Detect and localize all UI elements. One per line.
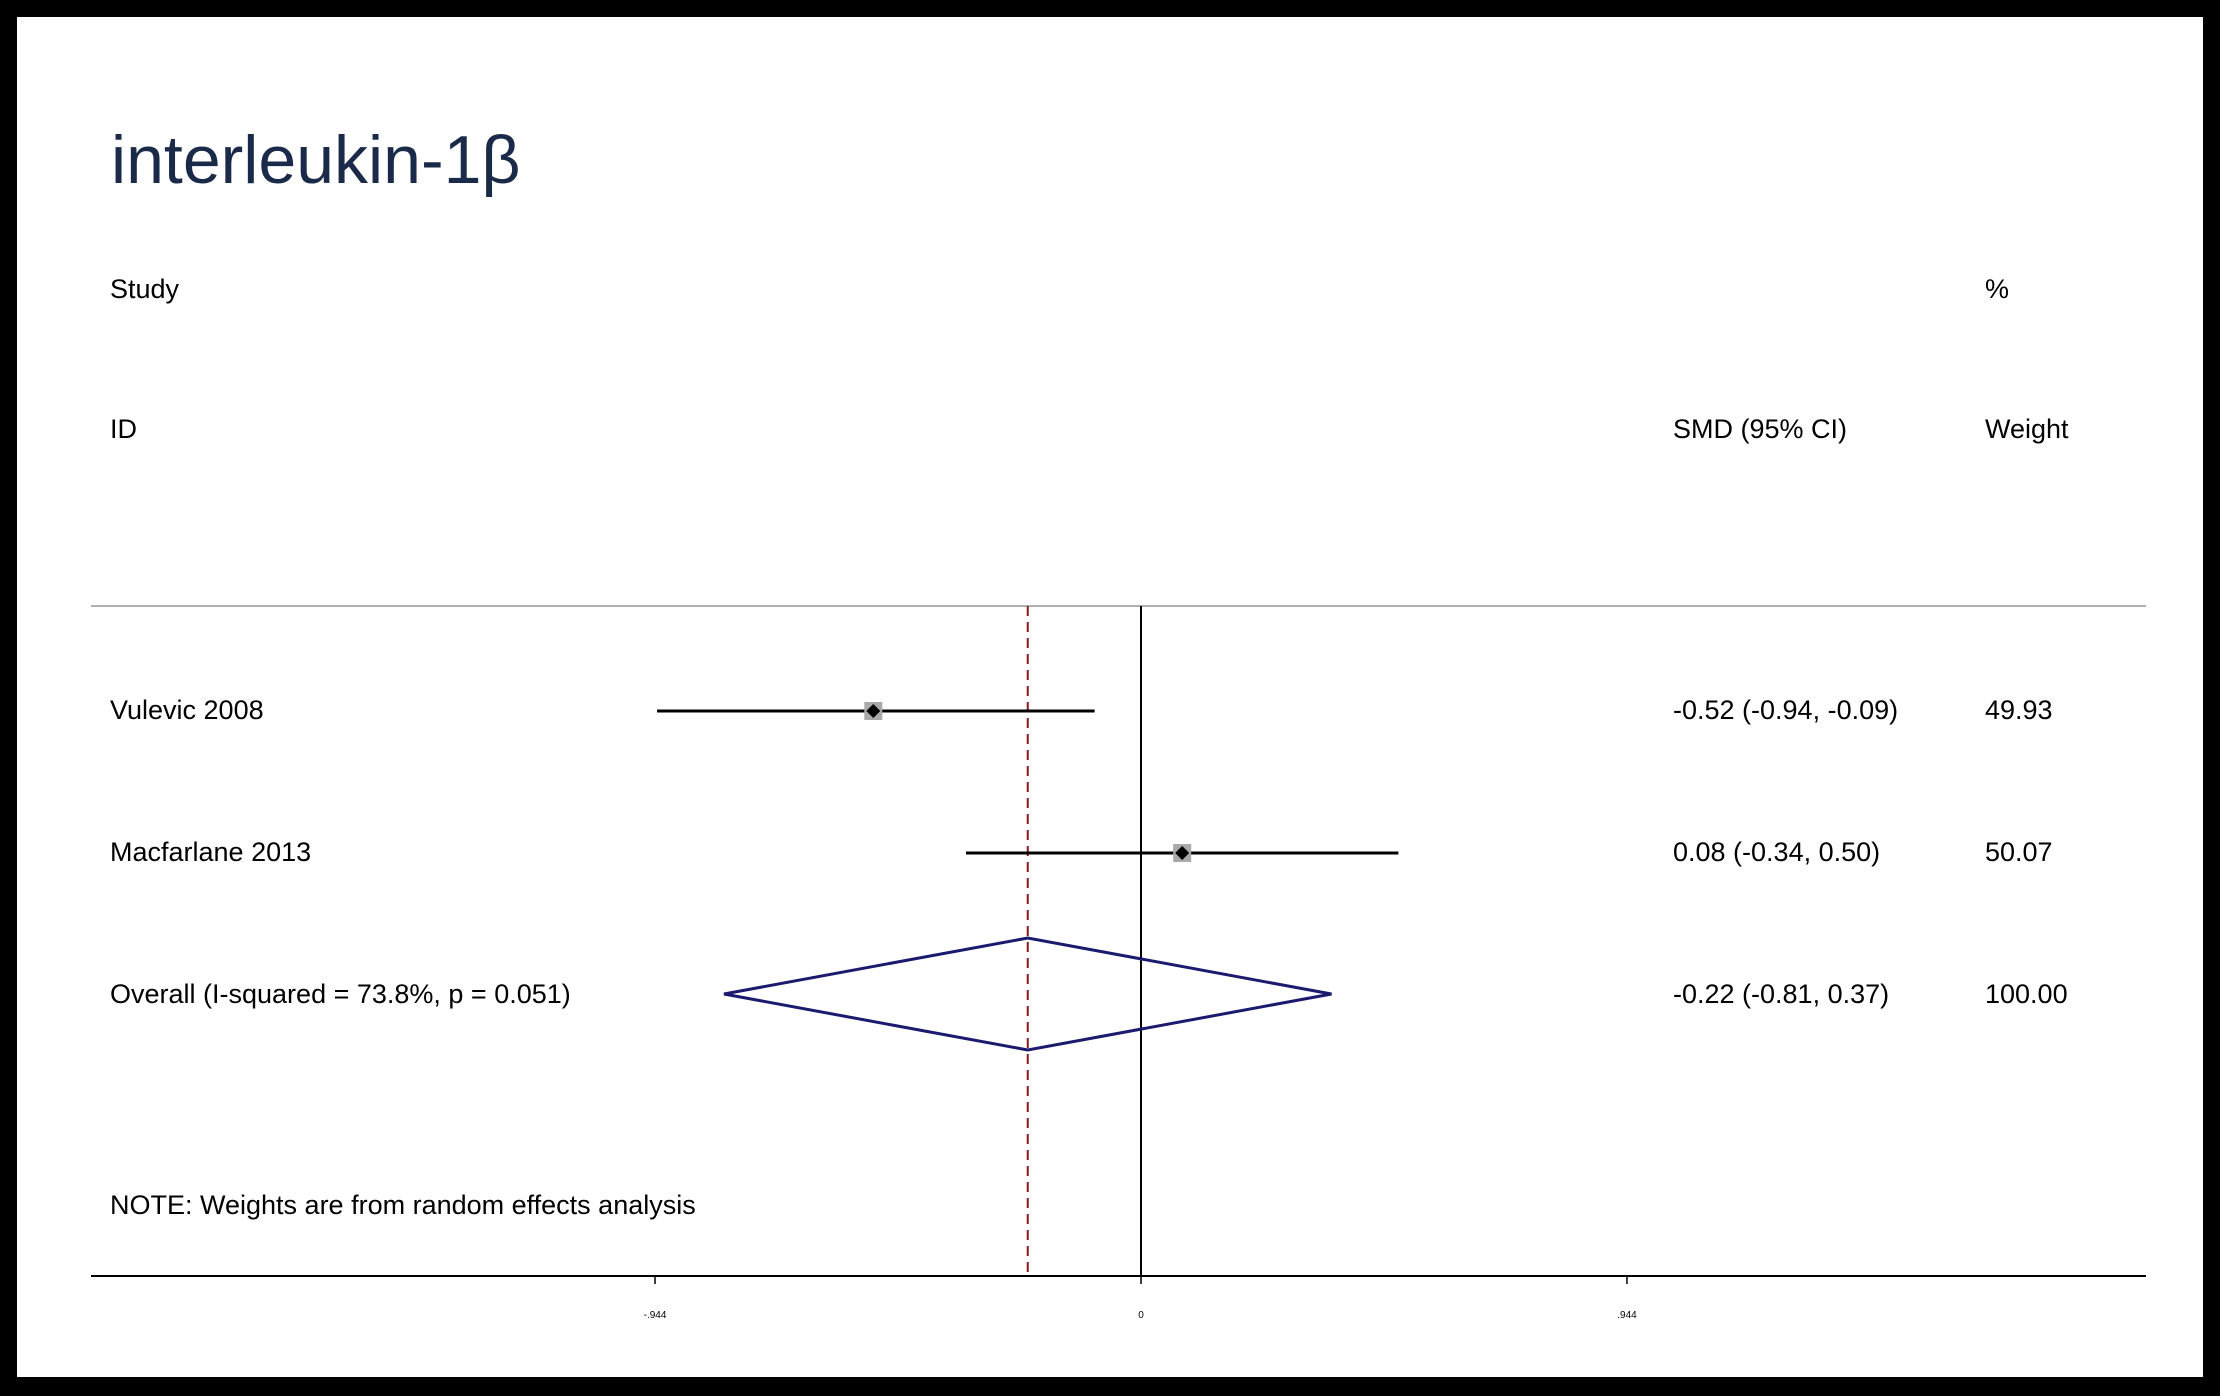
overall-weight: 100.00 [1985, 979, 2068, 1009]
study-point-estimate-1 [866, 704, 881, 718]
footnote: NOTE: Weights are from random effects an… [110, 1190, 696, 1220]
x-tick-label-3: .944 [1617, 1310, 1637, 1321]
study-point-estimate-2 [1175, 846, 1190, 860]
chart-title: interleukin-1β [111, 122, 521, 198]
study-label-1: Vulevic 2008 [110, 695, 264, 725]
x-tick-label-2: 0 [1138, 1310, 1144, 1321]
study-ci-1: -0.52 (-0.94, -0.09) [1673, 695, 1899, 725]
x-tick-label-1: -.944 [644, 1310, 667, 1321]
header-weight: Weight [1985, 414, 2069, 444]
header-percent: % [1985, 274, 2010, 304]
study-ci-2: 0.08 (-0.34, 0.50) [1673, 837, 1881, 867]
header-smd: SMD (95% CI) [1673, 414, 1848, 444]
header-id: ID [110, 414, 137, 444]
study-weight-2: 50.07 [1985, 837, 2053, 867]
header-study: Study [110, 274, 180, 304]
overall-ci: -0.22 (-0.81, 0.37) [1673, 979, 1890, 1009]
study-label-2: Macfarlane 2013 [110, 837, 312, 867]
overall-diamond [723, 936, 1332, 1052]
chart-frame [17, 17, 2203, 1377]
study-weight-1: 49.93 [1985, 695, 2053, 725]
overall-label: Overall (I-squared = 73.8%, p = 0.051) [110, 979, 571, 1009]
